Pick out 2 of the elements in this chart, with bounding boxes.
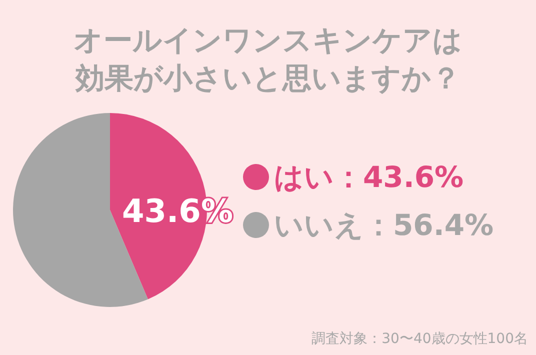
- annotation: 調査対象：30〜40歳の女性100名: [312, 331, 528, 347]
- title: オールインワンスキンケアは効果が小さいと思いますか？: [74, 23, 462, 95]
